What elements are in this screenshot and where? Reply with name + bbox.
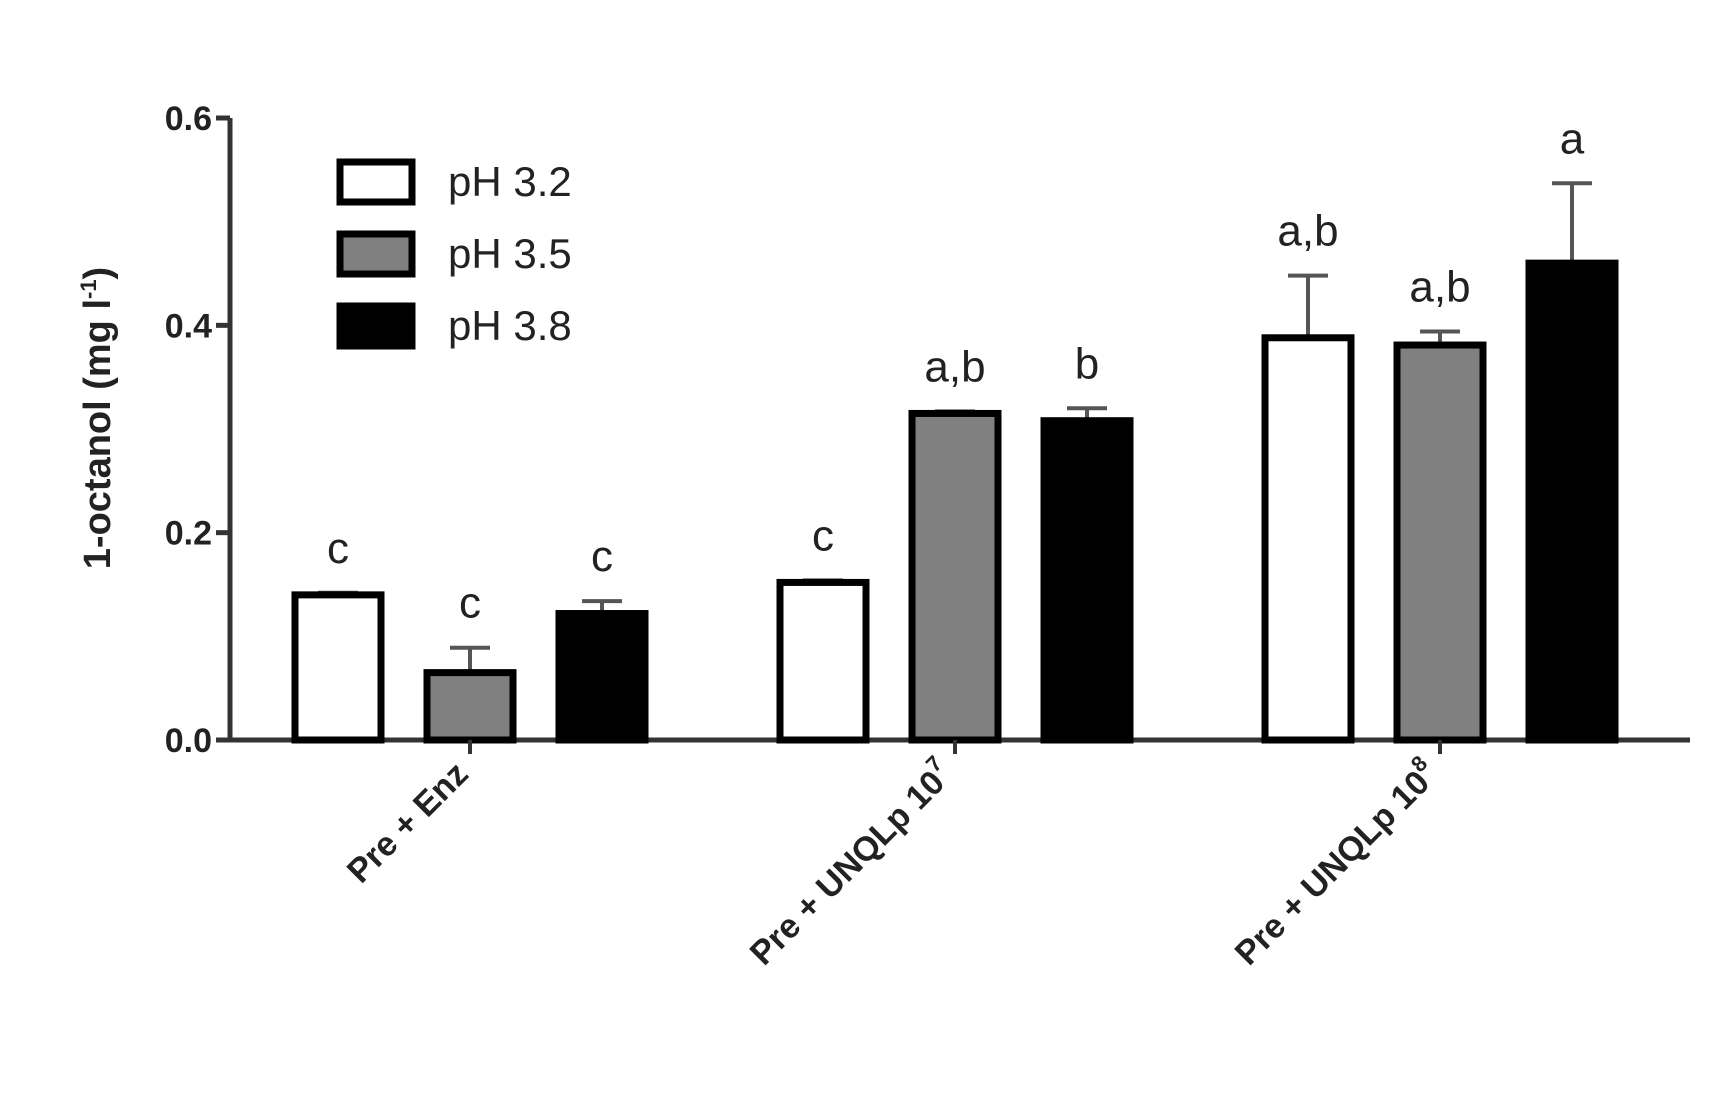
legend-label: pH 3.2 bbox=[448, 158, 572, 205]
category-label-text: Pre + Enz bbox=[340, 755, 476, 891]
category-label: Pre + UNQLp 107 bbox=[739, 751, 961, 973]
y-tick-label: 0.0 bbox=[165, 722, 212, 760]
bar bbox=[776, 578, 870, 744]
y-axis-label-superscript: -1 bbox=[76, 279, 101, 299]
bar bbox=[1261, 334, 1355, 744]
category-label-text: Pre + UNQLp 10 bbox=[1228, 763, 1437, 972]
significance-label: c bbox=[591, 532, 613, 581]
significance-label: a,b bbox=[1409, 263, 1470, 312]
significance-label: c bbox=[812, 511, 834, 560]
bar bbox=[423, 669, 517, 744]
bar bbox=[1040, 417, 1134, 744]
y-axis-label-close: ) bbox=[77, 267, 119, 280]
bar bbox=[908, 409, 1002, 744]
y-axis-label-main: 1-octanol (mg l bbox=[77, 299, 119, 569]
legend-swatch bbox=[336, 158, 416, 206]
y-axis-label: 1-octanol (mg l-1) bbox=[76, 267, 119, 569]
category-label-text: Pre + UNQLp 10 bbox=[743, 763, 952, 972]
bar bbox=[1525, 259, 1619, 744]
significance-label: a bbox=[1560, 114, 1585, 163]
legend-label: pH 3.5 bbox=[448, 230, 572, 277]
significance-label: a,b bbox=[1277, 207, 1338, 256]
category-label: Pre + UNQLp 108 bbox=[1224, 751, 1446, 973]
category-label: Pre + Enz bbox=[340, 755, 476, 891]
legend-swatch bbox=[336, 302, 416, 350]
significance-label: a,b bbox=[924, 342, 985, 391]
bar bbox=[291, 591, 385, 744]
legend-label: pH 3.8 bbox=[448, 302, 572, 349]
y-tick-label: 0.6 bbox=[165, 100, 212, 138]
significance-label: c bbox=[459, 579, 481, 628]
y-tick-label: 0.2 bbox=[165, 515, 212, 553]
bar bbox=[1393, 341, 1487, 744]
legend-swatch bbox=[336, 230, 416, 278]
significance-label: c bbox=[327, 524, 349, 573]
significance-label: b bbox=[1075, 339, 1099, 388]
bar bbox=[555, 610, 649, 744]
y-tick-label: 0.4 bbox=[165, 307, 212, 345]
